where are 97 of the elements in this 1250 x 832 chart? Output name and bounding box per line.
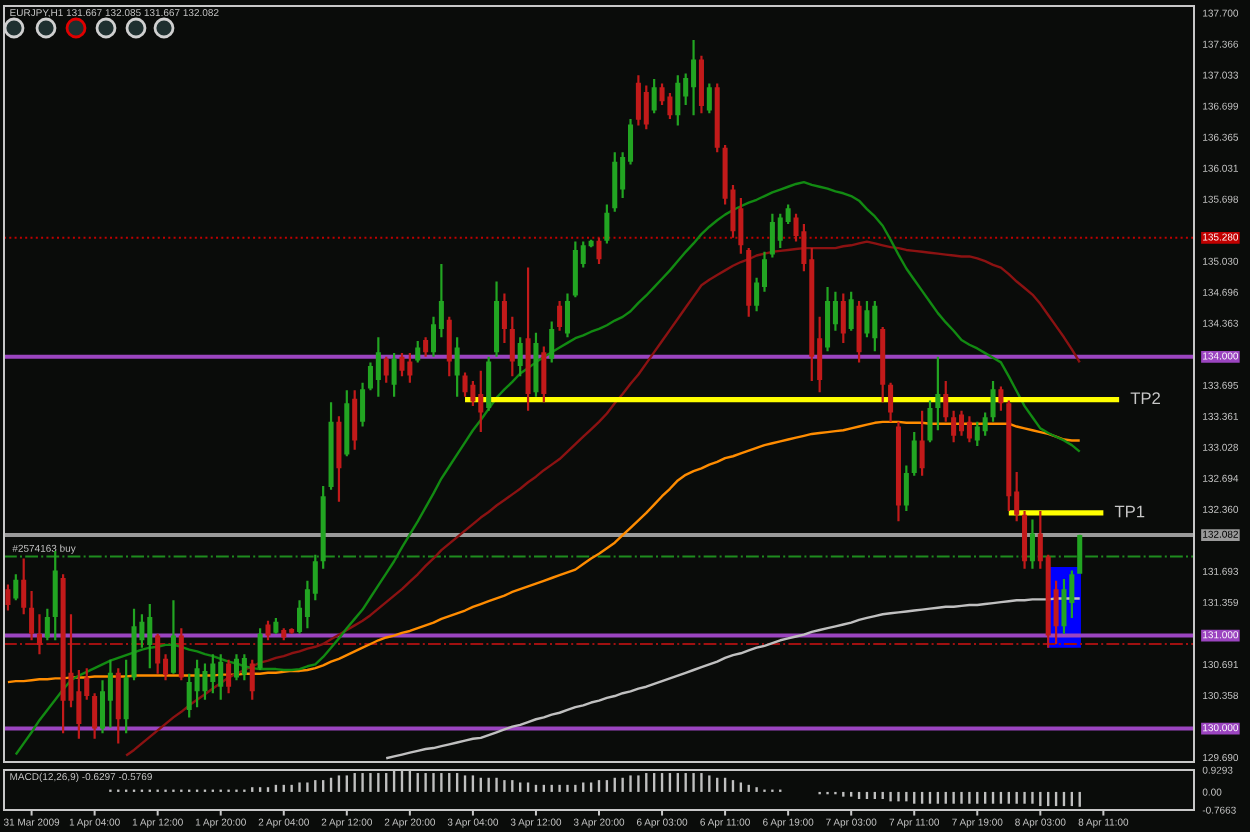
candlestick bbox=[872, 301, 878, 352]
candlestick bbox=[951, 410, 957, 443]
candlestick bbox=[911, 432, 917, 476]
candlestick bbox=[344, 390, 350, 457]
candlestick bbox=[446, 316, 452, 377]
candlestick bbox=[564, 293, 570, 338]
candlestick bbox=[52, 551, 58, 641]
candlestick bbox=[131, 608, 137, 681]
candlestick bbox=[746, 248, 752, 317]
candlestick bbox=[501, 293, 507, 343]
candlestick bbox=[525, 267, 531, 411]
candlestick bbox=[44, 608, 50, 641]
candlestick bbox=[958, 410, 965, 436]
candlestick bbox=[517, 337, 523, 377]
series-label: TP2 bbox=[1130, 392, 1160, 404]
candlestick bbox=[612, 152, 618, 212]
candlestick bbox=[966, 416, 972, 443]
candlestick bbox=[170, 600, 176, 674]
candlestick bbox=[691, 39, 697, 116]
candlestick bbox=[21, 558, 27, 615]
candlestick bbox=[651, 78, 657, 114]
candlestick bbox=[383, 356, 389, 383]
candlestick bbox=[1061, 578, 1067, 634]
candlestick bbox=[974, 421, 980, 447]
candlestick bbox=[919, 410, 925, 476]
candlestick bbox=[13, 574, 19, 601]
candlestick bbox=[635, 75, 641, 126]
candlestick bbox=[5, 584, 11, 611]
candlestick bbox=[257, 628, 263, 670]
candlestick bbox=[486, 356, 492, 411]
candlestick bbox=[880, 327, 886, 403]
candlestick bbox=[706, 83, 712, 114]
candlestick bbox=[107, 659, 113, 728]
candlestick bbox=[541, 346, 547, 403]
candlestick bbox=[352, 390, 358, 450]
candlestick bbox=[375, 337, 381, 397]
candlestick bbox=[178, 628, 184, 681]
candlestick bbox=[1022, 511, 1028, 569]
candlestick bbox=[856, 301, 862, 363]
candlestick bbox=[423, 337, 429, 357]
candlestick bbox=[210, 654, 216, 694]
candlestick bbox=[557, 301, 563, 331]
candlestick bbox=[36, 614, 42, 655]
candlestick bbox=[360, 382, 366, 427]
series-label: TP1 bbox=[1114, 505, 1145, 518]
candlestick bbox=[281, 628, 287, 641]
candlestick bbox=[249, 659, 255, 700]
candlestick bbox=[265, 620, 271, 641]
candlestick bbox=[572, 241, 578, 298]
candlestick bbox=[769, 213, 775, 258]
candlestick bbox=[226, 659, 232, 694]
candlestick bbox=[596, 237, 602, 264]
line-series bbox=[6, 420, 1081, 684]
candlestick bbox=[714, 83, 720, 153]
candlestick bbox=[927, 400, 933, 443]
candlestick bbox=[115, 668, 121, 744]
candlestick bbox=[391, 353, 397, 397]
candlestick bbox=[509, 316, 515, 377]
candlestick bbox=[825, 287, 831, 352]
candlestick bbox=[92, 693, 98, 739]
candlestick bbox=[943, 380, 949, 422]
candlestick bbox=[241, 654, 247, 681]
candlestick bbox=[494, 281, 500, 357]
candlestick bbox=[407, 353, 413, 383]
candlestick bbox=[273, 617, 279, 634]
candlestick bbox=[415, 341, 421, 363]
candlestick bbox=[336, 416, 342, 502]
candlestick bbox=[454, 337, 460, 397]
line-series bbox=[124, 240, 1081, 757]
candlestick bbox=[533, 332, 539, 397]
candlestick bbox=[848, 291, 854, 331]
candlestick bbox=[990, 380, 996, 422]
candlestick bbox=[840, 293, 846, 343]
candlestick bbox=[698, 55, 704, 114]
candlestick bbox=[549, 321, 555, 363]
candlestick bbox=[1077, 534, 1083, 574]
candlestick bbox=[935, 356, 941, 431]
candlestick bbox=[320, 485, 326, 569]
candlestick bbox=[675, 75, 681, 126]
candlestick bbox=[60, 574, 66, 734]
candlestick bbox=[147, 604, 153, 669]
candlestick bbox=[998, 386, 1004, 411]
candlestick bbox=[123, 659, 129, 734]
candlestick bbox=[29, 591, 35, 641]
candlestick bbox=[218, 654, 224, 700]
candlestick bbox=[155, 633, 161, 674]
candlestick bbox=[903, 465, 909, 512]
candlestick bbox=[667, 92, 673, 119]
candlestick bbox=[328, 402, 334, 490]
candlestick bbox=[1029, 519, 1035, 569]
candlestick bbox=[233, 654, 240, 681]
candlestick bbox=[478, 370, 484, 433]
candlestick bbox=[399, 353, 405, 377]
candlestick bbox=[289, 628, 295, 634]
candlestick bbox=[888, 382, 894, 422]
candlestick bbox=[895, 421, 901, 522]
candlestick bbox=[604, 204, 610, 244]
